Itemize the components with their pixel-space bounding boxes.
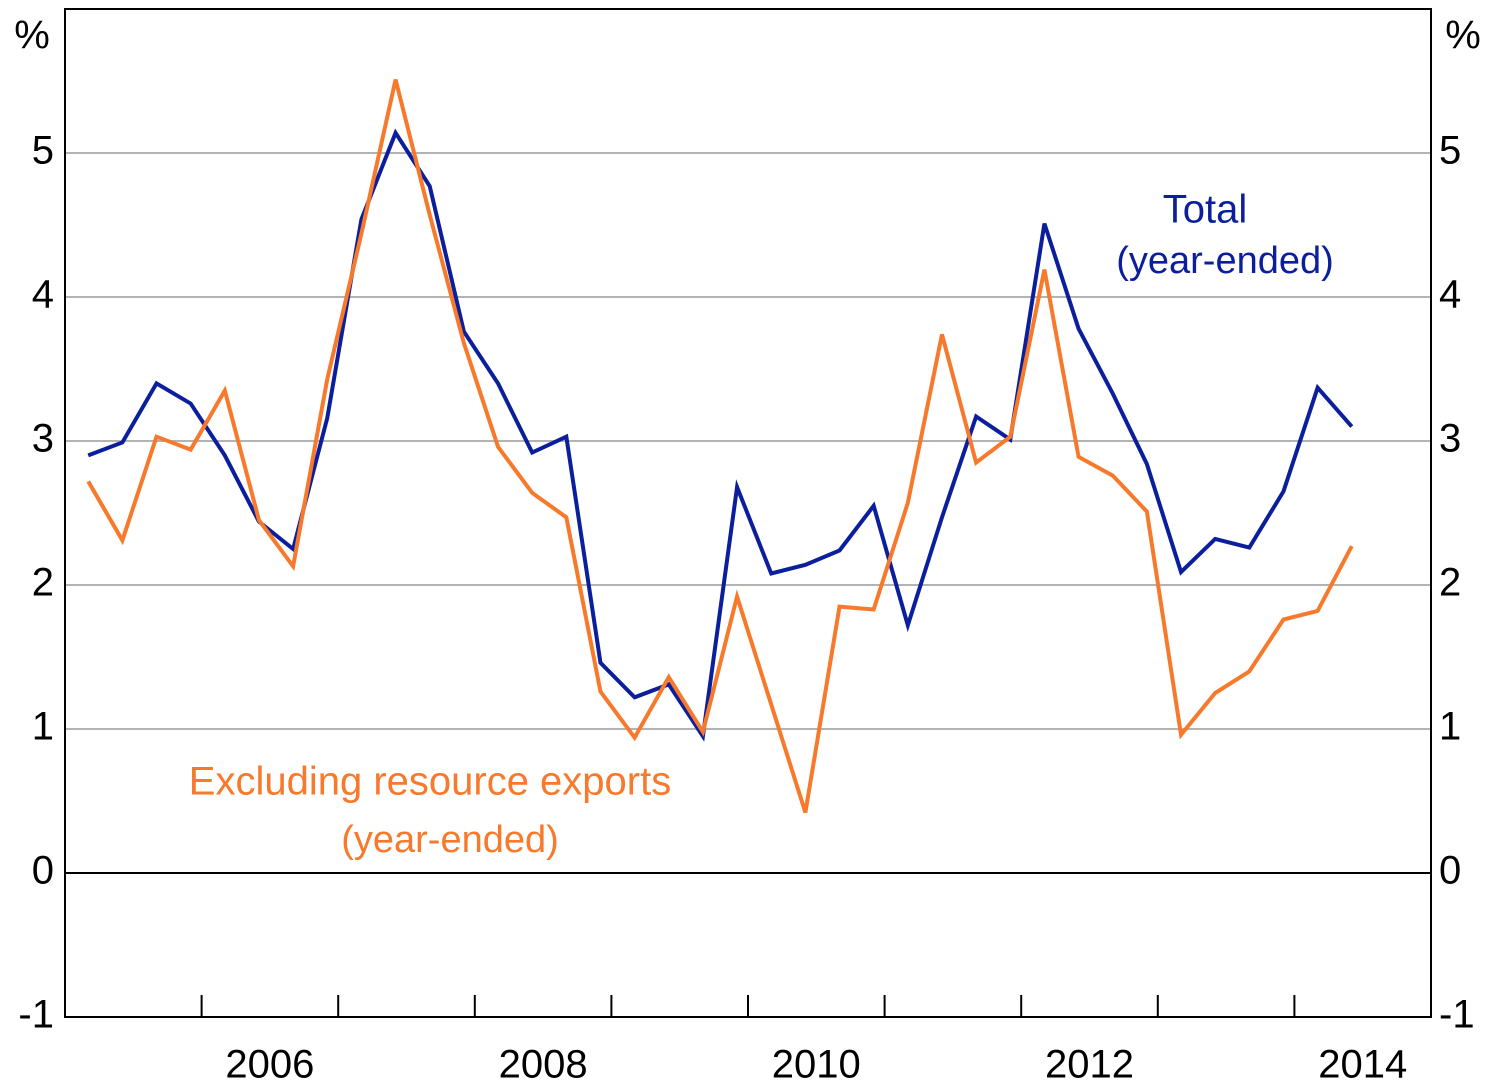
y-tick-label-right: 4 [1439,273,1461,317]
y-tick-label: 0 [32,849,54,893]
y-tick-label: 2 [32,561,54,605]
series-note: (year-ended) [1116,240,1334,282]
x-tick-label: 2006 [225,1043,314,1087]
plot-frame [64,8,1432,1018]
y-tick-label-right: -1 [1439,993,1475,1037]
y-tick-label-right: 2 [1439,561,1461,605]
series-note: (year-ended) [341,819,559,861]
y-tick-label-right: 1 [1439,705,1461,749]
series-label: Excluding resource exports [189,760,671,804]
y-tick-label: 4 [32,273,54,317]
x-tick-label: 2008 [499,1043,588,1087]
y-tick-label: 1 [32,705,54,749]
y-tick-label: -1 [18,993,54,1037]
x-tick-label: 2010 [772,1043,861,1087]
y-tick-label-right: 0 [1439,849,1461,893]
y-unit-left: % [14,14,50,58]
y-tick-label-right: 5 [1439,129,1461,173]
x-tick-label: 2014 [1318,1043,1407,1087]
y-tick-label-right: 3 [1439,417,1461,461]
y-tick-label: 5 [32,129,54,173]
y-tick-label: 3 [32,417,54,461]
y-unit-right: % [1445,14,1481,58]
x-tick-label: 2012 [1045,1043,1134,1087]
series-label: Total [1163,188,1248,232]
series-line [86,79,1354,814]
